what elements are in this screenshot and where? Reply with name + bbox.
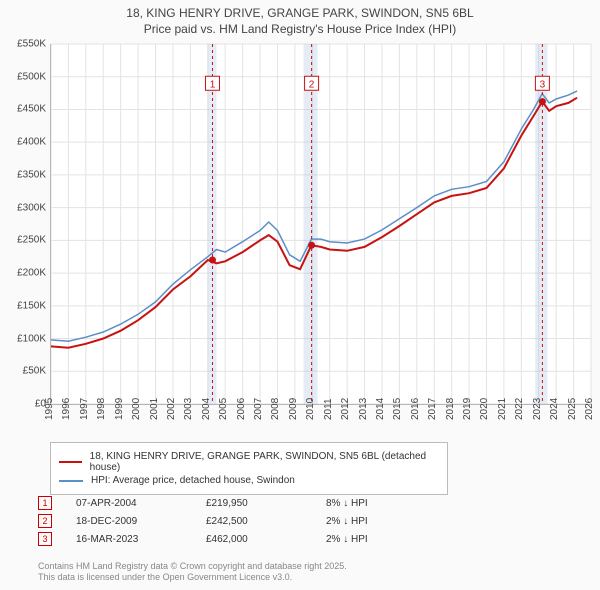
x-tick-label: 1999 bbox=[114, 398, 125, 420]
x-tick-label: 2017 bbox=[427, 398, 438, 420]
sales-price: £242,500 bbox=[206, 516, 326, 527]
sales-marker-box: 2 bbox=[38, 514, 52, 528]
x-tick-label: 2018 bbox=[445, 398, 456, 420]
x-tick-label: 2008 bbox=[270, 398, 281, 420]
footer-line-1: Contains HM Land Registry data © Crown c… bbox=[38, 561, 347, 573]
x-tick-label: 2010 bbox=[305, 398, 316, 420]
x-tick-label: 2011 bbox=[323, 398, 334, 420]
x-tick-label: 2024 bbox=[549, 398, 560, 420]
legend-swatch-blue bbox=[59, 480, 83, 482]
x-tick-label: 2002 bbox=[166, 398, 177, 420]
svg-text:1: 1 bbox=[210, 79, 216, 90]
y-tick-label: £500K bbox=[17, 71, 46, 82]
legend-label-blue: HPI: Average price, detached house, Swin… bbox=[91, 475, 295, 486]
x-tick-label: 2009 bbox=[288, 398, 299, 420]
y-tick-label: £550K bbox=[17, 39, 46, 50]
svg-text:2: 2 bbox=[309, 79, 315, 90]
sales-diff: 2% ↓ HPI bbox=[326, 516, 426, 527]
footer: Contains HM Land Registry data © Crown c… bbox=[38, 561, 347, 584]
x-tick-label: 2004 bbox=[201, 398, 212, 420]
chart-container: { "title_line1": "18, KING HENRY DRIVE, … bbox=[0, 0, 600, 590]
title-line-2: Price paid vs. HM Land Registry's House … bbox=[0, 22, 600, 38]
sales-price: £219,950 bbox=[206, 498, 326, 509]
chart-area: £0£50K£100K£150K£200K£250K£300K£350K£400… bbox=[0, 44, 600, 430]
sales-date: 18-DEC-2009 bbox=[76, 516, 206, 527]
x-tick-label: 2022 bbox=[514, 398, 525, 420]
sales-marker-box: 1 bbox=[38, 496, 52, 510]
x-tick-label: 2007 bbox=[253, 398, 264, 420]
x-tick-label: 2005 bbox=[218, 398, 229, 420]
legend-swatch-red bbox=[59, 461, 82, 463]
sales-date: 16-MAR-2023 bbox=[76, 534, 206, 545]
x-tick-label: 1995 bbox=[44, 398, 55, 420]
plot-svg: 1 2 3 bbox=[51, 44, 591, 404]
x-tick-label: 2000 bbox=[131, 398, 142, 420]
svg-text:3: 3 bbox=[540, 79, 546, 90]
y-tick-label: £150K bbox=[17, 300, 46, 311]
y-tick-label: £350K bbox=[17, 169, 46, 180]
x-tick-label: 1998 bbox=[96, 398, 107, 420]
sales-row: 1 07-APR-2004£219,9508% ↓ HPI bbox=[38, 494, 426, 512]
x-tick-label: 2026 bbox=[584, 398, 595, 420]
legend-row-red: 18, KING HENRY DRIVE, GRANGE PARK, SWIND… bbox=[59, 451, 439, 473]
x-tick-label: 2014 bbox=[375, 398, 386, 420]
y-axis: £0£50K£100K£150K£200K£250K£300K£350K£400… bbox=[0, 44, 50, 404]
y-tick-label: £300K bbox=[17, 202, 46, 213]
y-tick-label: £100K bbox=[17, 333, 46, 344]
legend-label-red: 18, KING HENRY DRIVE, GRANGE PARK, SWIND… bbox=[90, 451, 439, 473]
footer-line-2: This data is licensed under the Open Gov… bbox=[38, 572, 347, 584]
sales-table: 1 07-APR-2004£219,9508% ↓ HPI 2 18-DEC-2009… bbox=[38, 494, 426, 548]
y-tick-label: £400K bbox=[17, 137, 46, 148]
x-tick-label: 2016 bbox=[410, 398, 421, 420]
x-axis: 1995199619971998199920002001200220032004… bbox=[50, 406, 590, 430]
x-tick-label: 1996 bbox=[61, 398, 72, 420]
sales-row: 3 16-MAR-2023£462,0002% ↓ HPI bbox=[38, 530, 426, 548]
legend-row-blue: HPI: Average price, detached house, Swin… bbox=[59, 475, 439, 486]
y-tick-label: £200K bbox=[17, 268, 46, 279]
x-tick-label: 2021 bbox=[497, 398, 508, 420]
x-tick-label: 2019 bbox=[462, 398, 473, 420]
x-tick-label: 1997 bbox=[79, 398, 90, 420]
sales-diff: 8% ↓ HPI bbox=[326, 498, 426, 509]
x-tick-label: 2020 bbox=[479, 398, 490, 420]
plot-area: 1 2 3 bbox=[50, 44, 591, 405]
sales-date: 07-APR-2004 bbox=[76, 498, 206, 509]
y-tick-label: £250K bbox=[17, 235, 46, 246]
x-tick-label: 2025 bbox=[567, 398, 578, 420]
sales-price: £462,000 bbox=[206, 534, 326, 545]
x-tick-label: 2013 bbox=[358, 398, 369, 420]
legend: 18, KING HENRY DRIVE, GRANGE PARK, SWIND… bbox=[50, 442, 448, 495]
x-tick-label: 2012 bbox=[340, 398, 351, 420]
sales-row: 2 18-DEC-2009£242,5002% ↓ HPI bbox=[38, 512, 426, 530]
y-tick-label: £450K bbox=[17, 104, 46, 115]
x-tick-label: 2001 bbox=[149, 398, 160, 420]
x-tick-label: 2003 bbox=[183, 398, 194, 420]
x-tick-label: 2015 bbox=[392, 398, 403, 420]
x-tick-label: 2006 bbox=[236, 398, 247, 420]
chart-titles: 18, KING HENRY DRIVE, GRANGE PARK, SWIND… bbox=[0, 0, 600, 37]
title-line-1: 18, KING HENRY DRIVE, GRANGE PARK, SWIND… bbox=[0, 6, 600, 22]
x-tick-label: 2023 bbox=[532, 398, 543, 420]
y-tick-label: £50K bbox=[23, 366, 46, 377]
sales-diff: 2% ↓ HPI bbox=[326, 534, 426, 545]
sales-marker-box: 3 bbox=[38, 532, 52, 546]
